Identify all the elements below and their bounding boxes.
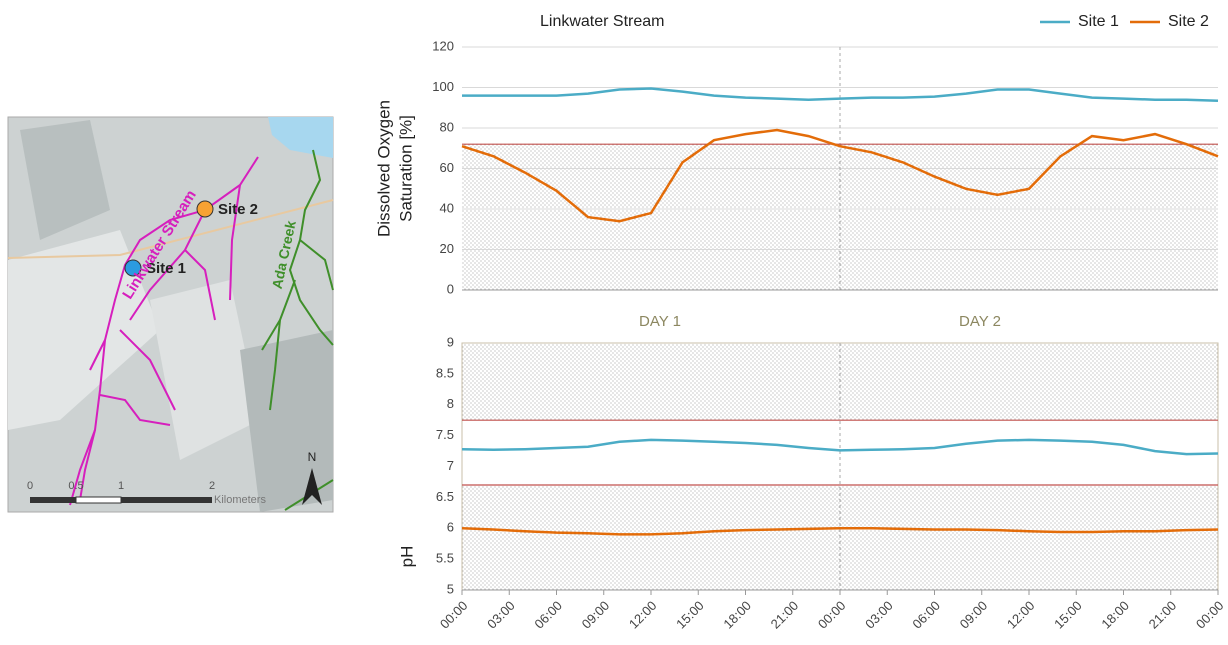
x-tick-label: 09:00	[579, 598, 613, 632]
scale-unit: Kilometers	[214, 494, 266, 506]
y-tick-label: 6.5	[436, 489, 454, 504]
scale-label: 2	[209, 480, 215, 492]
y-tick-label: 8.5	[436, 365, 454, 380]
x-tick-label: 00:00	[815, 598, 849, 632]
scale-bar	[30, 497, 76, 503]
day-label: DAY 1	[639, 313, 681, 330]
x-tick-label: 06:00	[531, 598, 565, 632]
y-tick-label: 120	[432, 38, 454, 53]
chart-title: Linkwater Stream	[540, 13, 665, 30]
y-tick-label: 7.5	[436, 427, 454, 442]
y-axis-label: Dissolved Oxygen	[374, 100, 393, 237]
y-tick-label: 60	[440, 160, 454, 175]
y-axis-label: pH	[397, 546, 416, 568]
x-tick-label: 00:00	[437, 598, 471, 632]
legend-label: Site 1	[1078, 13, 1119, 30]
y-tick-label: 7	[447, 458, 454, 473]
x-tick-label: 03:00	[862, 598, 896, 632]
scale-bar	[121, 497, 212, 503]
x-tick-label: 15:00	[673, 598, 707, 632]
north-label: N	[308, 450, 317, 464]
x-tick-label: 00:00	[1193, 598, 1227, 632]
y-tick-label: 9	[447, 334, 454, 349]
scale-bar	[76, 497, 121, 503]
map: Site 1 Site 2 Linkwater Stream Ada Creek…	[8, 117, 333, 512]
y-tick-label: 20	[440, 241, 454, 256]
y-tick-label: 80	[440, 119, 454, 134]
y-axis-label: Saturation [%]	[396, 115, 415, 222]
scale-label: 0.5	[68, 480, 83, 492]
x-tick-label: 15:00	[1051, 598, 1085, 632]
x-tick-label: 09:00	[957, 598, 991, 632]
x-tick-label: 18:00	[720, 598, 754, 632]
site-2-marker	[197, 201, 213, 217]
scale-label: 1	[118, 480, 124, 492]
y-tick-label: 100	[432, 79, 454, 94]
x-tick-label: 12:00	[1004, 598, 1038, 632]
y-tick-label: 5	[447, 581, 454, 596]
y-tick-label: 8	[447, 396, 454, 411]
x-tick-label: 03:00	[484, 598, 518, 632]
y-tick-label: 5.5	[436, 551, 454, 566]
legend-label: Site 2	[1168, 13, 1209, 30]
site-label: Site 2	[218, 201, 258, 218]
scale-label: 0	[27, 480, 33, 492]
x-tick-label: 06:00	[909, 598, 943, 632]
y-tick-label: 0	[447, 281, 454, 296]
y-tick-label: 6	[447, 520, 454, 535]
day-label: DAY 2	[959, 313, 1001, 330]
x-tick-label: 21:00	[1146, 598, 1180, 632]
x-tick-label: 12:00	[626, 598, 660, 632]
figure: Site 1 Site 2 Linkwater Stream Ada Creek…	[0, 0, 1228, 645]
x-tick-label: 18:00	[1098, 598, 1132, 632]
y-tick-label: 40	[440, 200, 454, 215]
x-tick-label: 21:00	[768, 598, 802, 632]
